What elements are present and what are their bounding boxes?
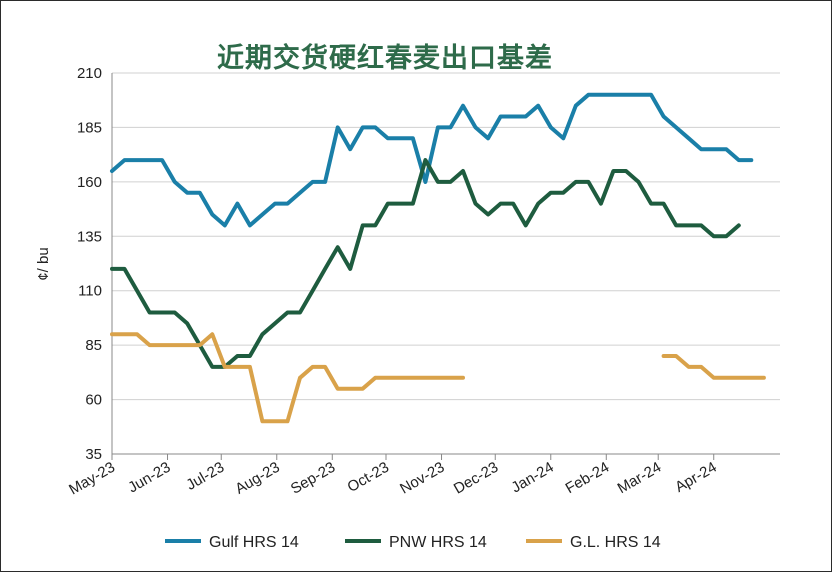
x-tick-label: Mar-24 bbox=[615, 459, 665, 497]
x-tick-label: Sep-23 bbox=[288, 459, 338, 498]
x-tick-label: Dec-23 bbox=[451, 459, 501, 498]
x-tick-label: Jun-23 bbox=[125, 459, 173, 497]
x-tick-label: Apr-24 bbox=[672, 459, 719, 496]
y-tick-label: 210 bbox=[77, 65, 102, 82]
x-tick-label: Oct-23 bbox=[345, 459, 392, 496]
x-tick-label: Aug-23 bbox=[232, 459, 282, 498]
x-tick-label: Nov-23 bbox=[397, 459, 447, 498]
series-lines bbox=[110, 92, 766, 424]
y-tick-label: 185 bbox=[77, 119, 102, 136]
series-line-3 bbox=[661, 354, 766, 380]
legend-label: PNW HRS 14 bbox=[389, 534, 487, 551]
x-axis-ticks: May-23 Jun-23 Jul-23 Aug-23 Sep-23 Oct-23 Nov-… bbox=[66, 454, 720, 498]
y-tick-label: 60 bbox=[85, 392, 102, 409]
x-tick-label: Jan-24 bbox=[509, 459, 557, 497]
x-tick-label: Jul-23 bbox=[183, 459, 227, 494]
legend-label: Gulf HRS 14 bbox=[209, 534, 299, 551]
x-tick-label: May-23 bbox=[66, 459, 118, 499]
chart-title: 近期交货硬红春麦出口基差 bbox=[217, 43, 553, 74]
series-line-1 bbox=[110, 92, 754, 228]
y-tick-label: 110 bbox=[78, 283, 102, 300]
series-line-2 bbox=[110, 158, 741, 369]
y-axis-label: ¢/ bu bbox=[35, 247, 52, 280]
y-tick-label: 135 bbox=[77, 228, 102, 245]
y-axis-ticks: 35 60 85 110 135 160 185 210 bbox=[77, 65, 102, 463]
legend: Gulf HRS 14 PNW HRS 14 G.L. HRS 14 bbox=[165, 534, 661, 551]
y-tick-label: 85 bbox=[85, 337, 102, 354]
y-tick-label: 35 bbox=[85, 446, 102, 463]
series-line-3 bbox=[110, 332, 465, 424]
legend-label: G.L. HRS 14 bbox=[570, 534, 661, 551]
y-tick-label: 160 bbox=[77, 174, 102, 191]
x-tick-label: Feb-24 bbox=[563, 459, 613, 497]
